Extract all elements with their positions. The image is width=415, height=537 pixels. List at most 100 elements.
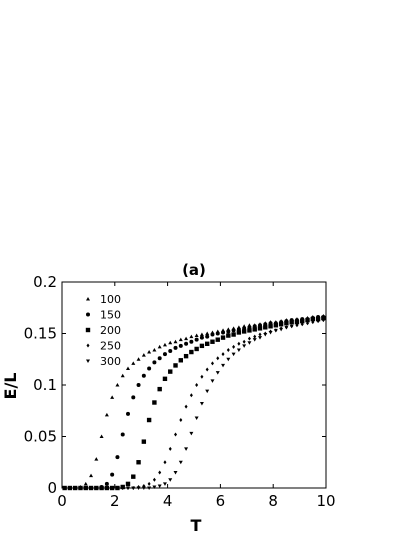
data-point xyxy=(252,338,257,342)
data-point xyxy=(136,486,141,490)
data-point xyxy=(173,471,178,475)
legend-item-200: 200 xyxy=(85,324,121,337)
data-point xyxy=(263,325,268,330)
data-point xyxy=(158,470,162,475)
data-point xyxy=(205,367,209,372)
legend-marker xyxy=(86,312,90,317)
x-axis: 0 2 4 6 8 10 xyxy=(57,282,336,510)
data-point xyxy=(99,434,104,438)
data-point xyxy=(67,486,72,490)
legend-marker xyxy=(86,297,90,301)
legend-label: 300 xyxy=(100,355,121,368)
chart-title: (a) xyxy=(182,261,206,279)
data-point xyxy=(221,363,226,368)
data-point xyxy=(131,361,136,365)
data-point xyxy=(152,360,157,365)
data-point xyxy=(89,473,94,478)
data-point xyxy=(232,344,236,349)
data-point xyxy=(215,371,220,375)
x-tick-label: 2 xyxy=(110,492,120,510)
data-point xyxy=(126,486,130,490)
data-point xyxy=(310,316,315,322)
data-point xyxy=(120,486,125,490)
y-tick-label: 0.15 xyxy=(24,325,57,343)
data-point xyxy=(300,321,305,326)
y-axis: 0 0.05 0.1 0.15 0.2 xyxy=(24,273,326,497)
data-point xyxy=(226,357,231,362)
data-point xyxy=(279,327,284,332)
data-point xyxy=(73,486,78,490)
data-point xyxy=(289,324,294,329)
data-point xyxy=(205,389,210,394)
data-point xyxy=(305,317,310,323)
data-point xyxy=(247,336,251,341)
data-point xyxy=(183,353,189,359)
data-point xyxy=(316,318,321,323)
data-point xyxy=(168,478,173,482)
data-point xyxy=(236,348,241,352)
data-point xyxy=(205,341,210,346)
data-point xyxy=(310,319,315,324)
data-point xyxy=(115,486,120,490)
data-point xyxy=(263,333,268,337)
data-point xyxy=(199,332,204,337)
data-point xyxy=(321,317,326,322)
data-point xyxy=(231,352,236,357)
data-point xyxy=(305,320,310,325)
data-point xyxy=(294,322,299,327)
y-tick-label: 0 xyxy=(47,479,57,497)
data-point xyxy=(178,460,183,465)
y-axis-label: E/L xyxy=(1,373,20,400)
data-point xyxy=(284,321,289,326)
x-tick-label: 6 xyxy=(216,492,226,510)
data-point xyxy=(221,352,225,357)
data-point xyxy=(179,418,183,423)
data-point xyxy=(94,457,99,461)
data-point xyxy=(104,486,109,490)
data-point xyxy=(83,486,88,490)
data-point xyxy=(178,343,183,348)
data-point xyxy=(247,341,252,345)
data-point xyxy=(110,472,115,477)
x-tick-label: 0 xyxy=(57,492,67,510)
data-point xyxy=(152,400,157,405)
data-point xyxy=(162,352,167,357)
data-point xyxy=(205,334,210,339)
data-point xyxy=(237,341,241,346)
data-point xyxy=(162,376,168,382)
data-point xyxy=(242,344,247,348)
data-point xyxy=(258,332,262,337)
data-point xyxy=(136,357,141,361)
data-point xyxy=(194,337,199,342)
legend-item-150: 150 xyxy=(86,309,121,322)
data-point xyxy=(147,350,152,354)
data-point xyxy=(184,404,188,409)
y-tick-label: 0.1 xyxy=(33,376,57,394)
data-point xyxy=(141,373,146,378)
legend-item-300: 300 xyxy=(86,355,121,368)
data-point xyxy=(252,327,257,332)
legend-label: 100 xyxy=(100,293,121,306)
data-point xyxy=(215,331,220,336)
data-point xyxy=(268,324,273,329)
data-point xyxy=(157,386,162,392)
legend-label: 250 xyxy=(100,340,121,353)
data-point xyxy=(273,323,279,328)
data-point xyxy=(157,344,162,349)
data-point xyxy=(273,328,278,333)
data-point xyxy=(210,361,214,366)
data-point xyxy=(131,395,136,400)
data-point xyxy=(268,330,273,335)
data-point xyxy=(184,336,189,341)
data-point xyxy=(141,439,147,444)
data-point xyxy=(210,332,215,337)
data-point xyxy=(241,329,247,334)
data-point xyxy=(294,319,300,325)
series-300 xyxy=(62,317,326,490)
data-point xyxy=(189,393,193,398)
data-point xyxy=(178,337,183,342)
data-point xyxy=(147,481,151,486)
data-point xyxy=(231,332,236,337)
data-point xyxy=(147,486,152,490)
data-point xyxy=(131,474,136,479)
